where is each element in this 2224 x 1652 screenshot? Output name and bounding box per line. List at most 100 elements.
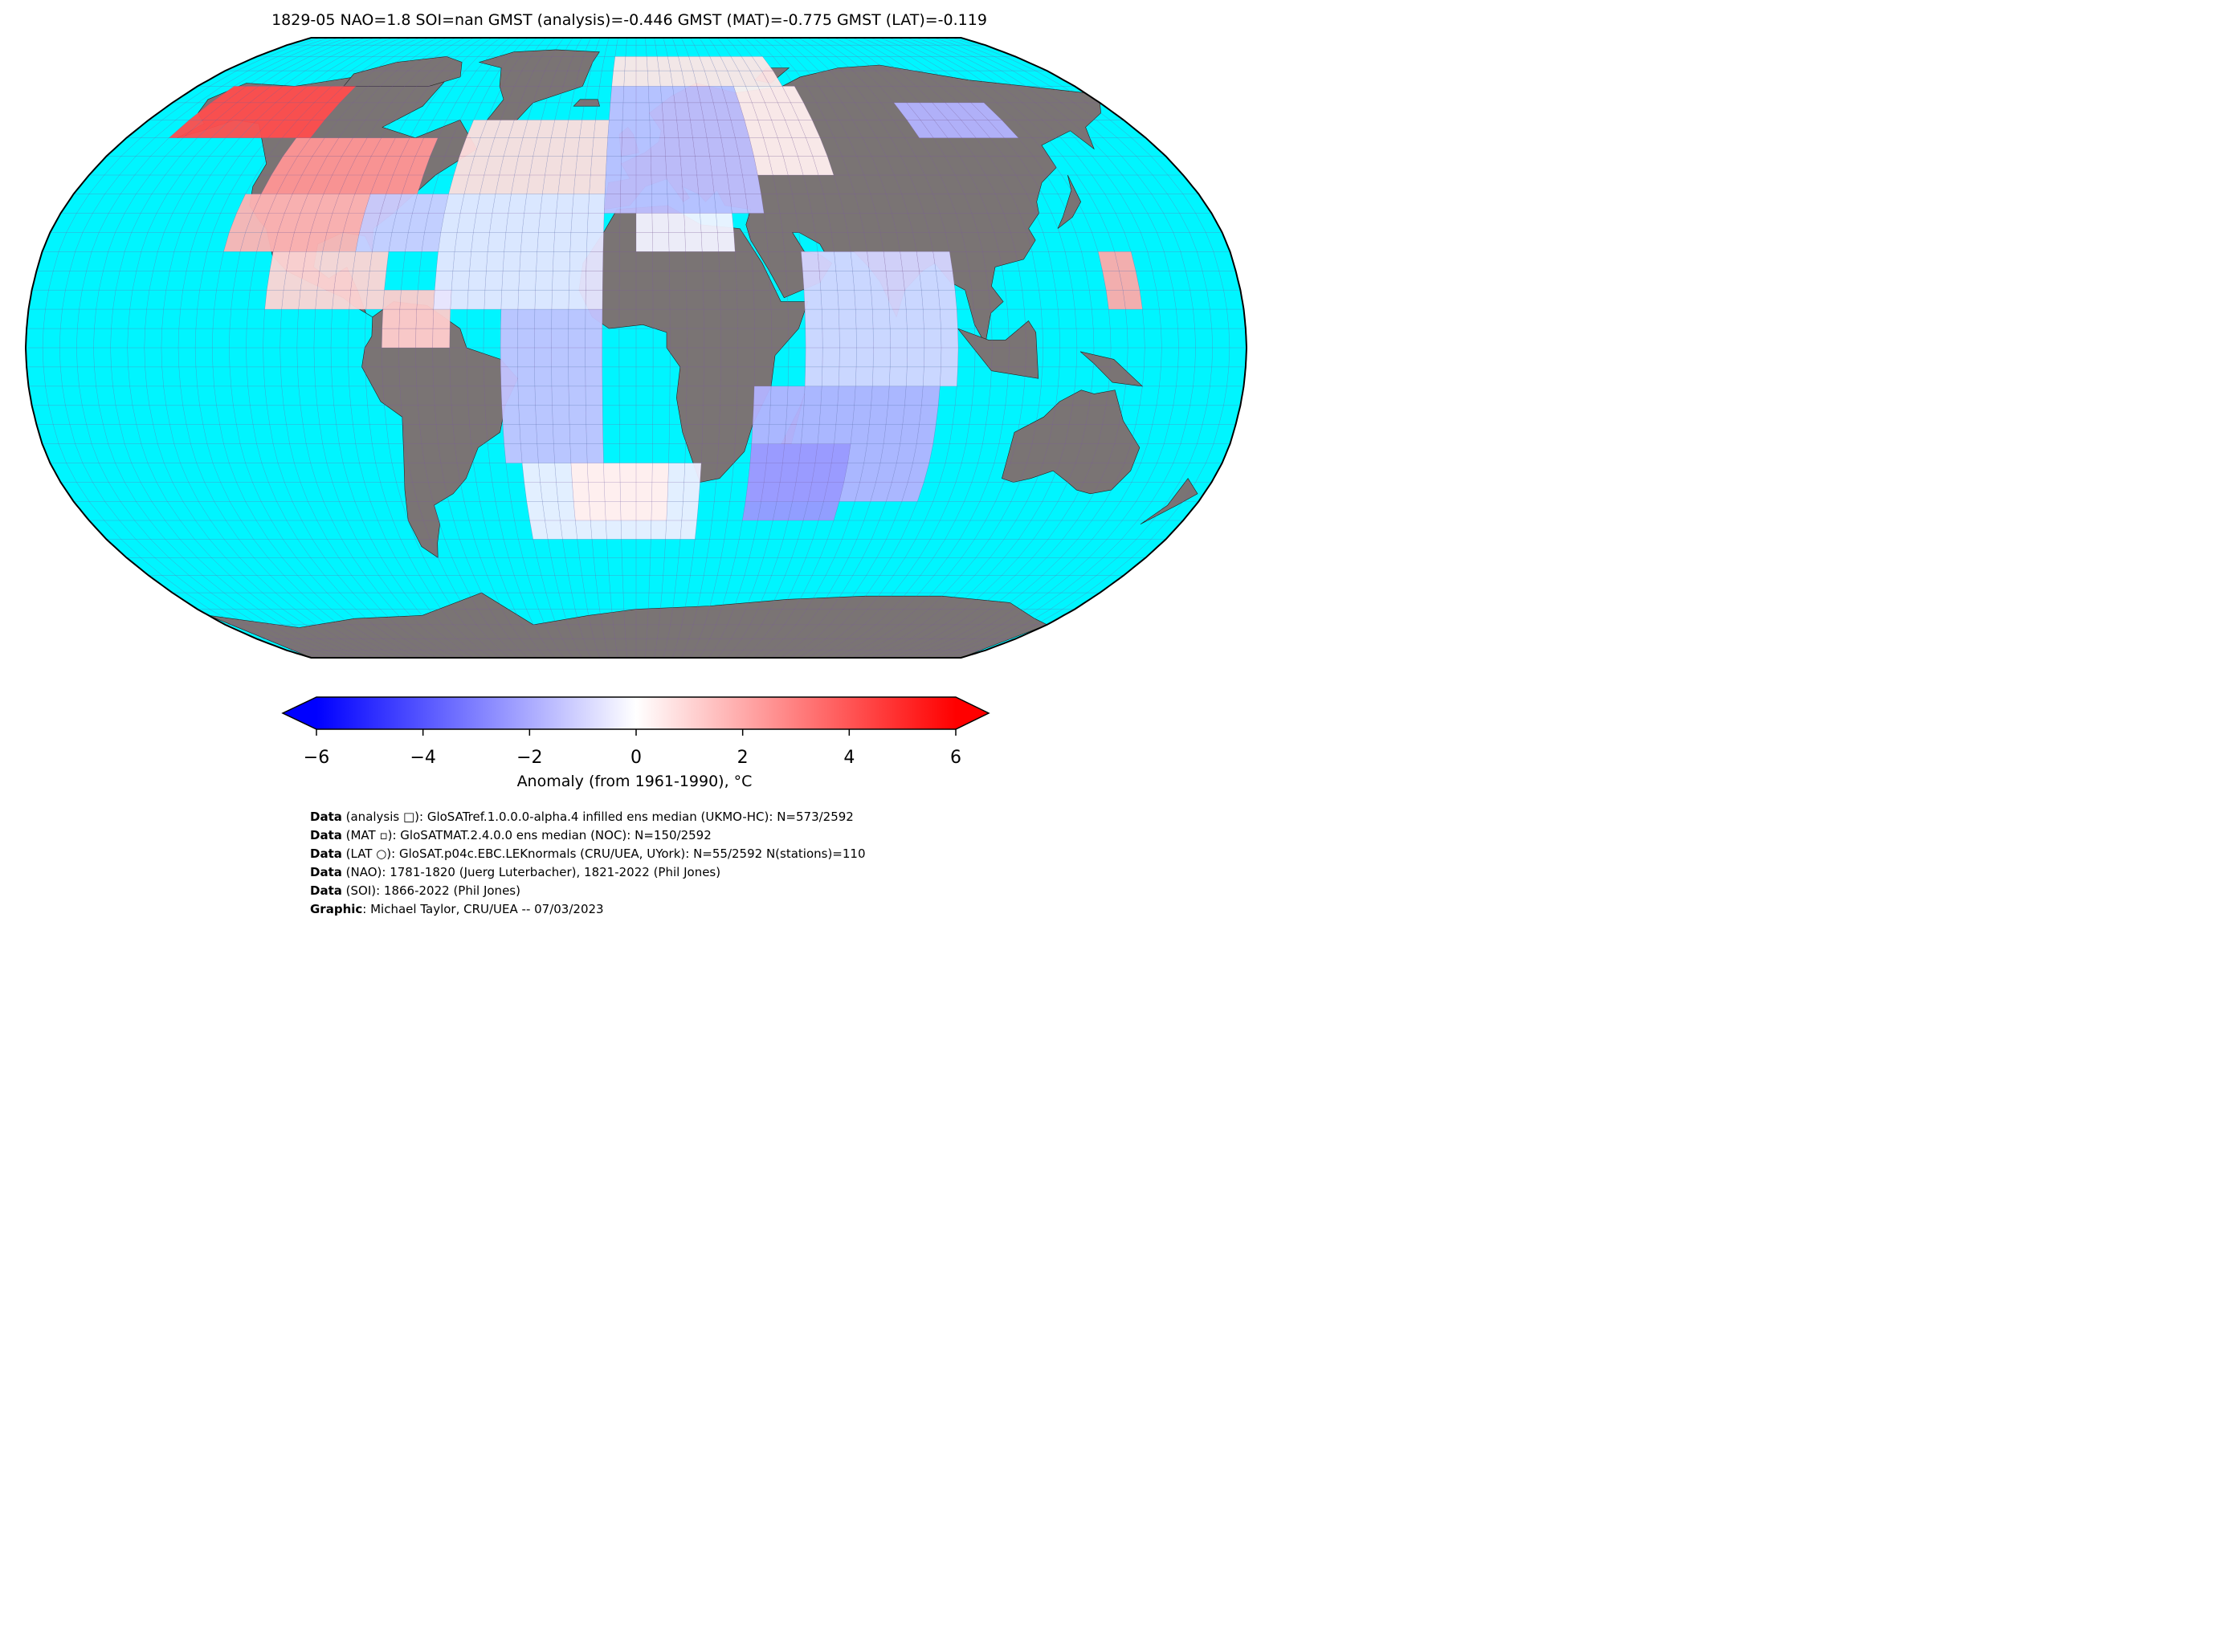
anomaly-cell — [818, 251, 836, 271]
anomaly-cell — [867, 251, 886, 271]
anomaly-cell — [649, 120, 665, 138]
anomaly-cell — [636, 501, 652, 520]
anomaly-cell — [568, 385, 586, 406]
anomaly-cell — [936, 271, 956, 291]
anomaly-cell — [538, 213, 557, 233]
anomaly-cell — [764, 463, 783, 483]
anomaly-cell — [396, 194, 418, 214]
anomaly-cell — [636, 137, 651, 157]
anomaly-cell — [822, 366, 839, 386]
anomaly-cell — [553, 251, 570, 271]
anomaly-cell — [327, 86, 357, 103]
anomaly-cell — [535, 405, 553, 425]
anomaly-cell — [534, 309, 552, 329]
anomaly-cell — [415, 309, 434, 329]
anomaly-cell — [392, 213, 413, 233]
anomaly-cell — [518, 271, 537, 291]
anomaly-cell — [393, 156, 416, 175]
anomaly-cell — [577, 137, 594, 157]
anomaly-cell — [667, 482, 684, 502]
anomaly-cell — [924, 348, 941, 367]
anomaly-cell — [354, 175, 378, 194]
anomaly-cell — [883, 251, 903, 271]
anomaly-cell — [777, 137, 798, 157]
anomaly-cell — [709, 56, 728, 71]
anomaly-cell — [254, 120, 284, 138]
anomaly-cell — [666, 501, 684, 520]
anomaly-cell — [871, 385, 890, 406]
anomaly-cell — [526, 501, 545, 520]
anomaly-cell — [551, 309, 569, 329]
anomaly-cell — [839, 309, 857, 329]
anomaly-cell — [651, 520, 667, 540]
anomaly-cell — [243, 102, 275, 120]
anomaly-cell — [835, 405, 855, 425]
anomaly-cell — [720, 56, 739, 71]
anomaly-cell — [916, 424, 937, 444]
anomaly-cell — [692, 137, 710, 157]
anomaly-cell — [695, 156, 712, 175]
anomaly-cell — [522, 463, 541, 483]
credit-line-lat: Data (LAT ○): GloSAT.p04c.EBC.LEKnormals… — [310, 846, 866, 861]
anomaly-cell — [301, 156, 328, 175]
anomaly-cell — [534, 385, 553, 406]
anomaly-cell — [680, 156, 697, 175]
anomaly-cell — [545, 520, 563, 540]
anomaly-cell — [717, 232, 736, 252]
anomaly-cell — [678, 137, 696, 157]
anomaly-cell — [647, 56, 659, 71]
anomaly-cell — [278, 213, 301, 233]
anomaly-cell — [667, 194, 684, 214]
anomaly-cell — [651, 482, 668, 502]
anomaly-cell — [688, 56, 705, 71]
anomaly-cell — [276, 175, 302, 194]
anomaly-cell — [769, 405, 788, 425]
anomaly-cell — [500, 385, 519, 406]
anomaly-cell — [847, 443, 867, 463]
anomaly-cell — [667, 463, 685, 483]
anomaly-cell — [467, 290, 485, 310]
anomaly-cell — [303, 251, 323, 271]
anomaly-cell — [605, 501, 622, 520]
anomaly-cell — [621, 137, 636, 157]
anomaly-cell — [804, 290, 822, 310]
anomaly-cell — [822, 328, 840, 348]
anomaly-cell — [961, 120, 990, 138]
anomaly-cell — [906, 102, 934, 120]
anomaly-cell — [377, 156, 401, 175]
anomaly-cell — [511, 175, 530, 194]
anomaly-cell — [749, 443, 769, 463]
anomaly-cell — [751, 424, 769, 444]
anomaly-cell — [454, 156, 475, 175]
anomaly-cell — [540, 482, 558, 502]
anomaly-cell — [495, 175, 515, 194]
map-outline — [24, 37, 1248, 659]
anomaly-cell — [872, 366, 891, 386]
anomaly-cell — [921, 385, 941, 406]
anomaly-cell — [450, 290, 468, 310]
anomaly-cell — [742, 175, 761, 194]
anomaly-cell — [739, 156, 758, 175]
anomaly-cell — [819, 271, 838, 291]
anomaly-cell — [636, 482, 652, 502]
anomaly-cell — [415, 137, 439, 157]
anomaly-cell — [569, 251, 587, 271]
anomaly-cell — [900, 424, 920, 444]
anomaly-cell — [709, 156, 728, 175]
credit-line-analysis: Data (analysis □): GloSATref.1.0.0.0-alp… — [310, 810, 854, 824]
anomaly-cell — [780, 463, 799, 483]
anomaly-cell — [349, 290, 368, 310]
anomaly-cell — [770, 385, 789, 406]
anomaly-cell — [604, 194, 621, 214]
credits: Data (analysis □): GloSATref.1.0.0.0-alp… — [310, 808, 866, 919]
anomaly-cell — [613, 56, 626, 71]
anomaly-cell — [560, 156, 577, 175]
anomaly-cell — [332, 290, 351, 310]
anomaly-cell — [526, 175, 545, 194]
anomaly-cell — [500, 290, 519, 310]
anomaly-cell — [300, 271, 320, 291]
anomaly-cell — [901, 482, 924, 502]
anomaly-cell — [839, 328, 857, 348]
anomaly-cell — [684, 232, 703, 252]
anomaly-cell — [568, 366, 586, 386]
